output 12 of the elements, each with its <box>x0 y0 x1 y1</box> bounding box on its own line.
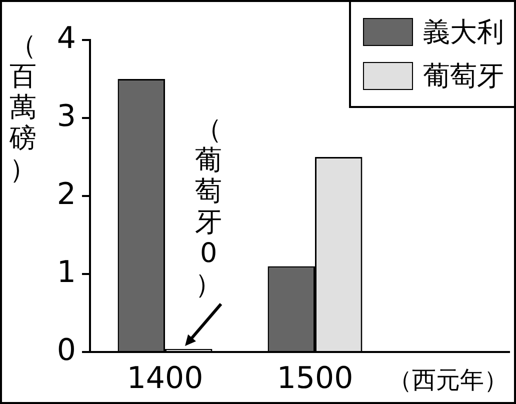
legend-label: 葡萄牙 <box>423 60 504 94</box>
x-tick-label: 1500 <box>276 360 354 396</box>
y-tick-label: 4 <box>56 20 76 56</box>
x-axis-title: （西元年） <box>388 365 508 396</box>
y-tick-label: 0 <box>56 332 76 368</box>
y-tick-label: 2 <box>56 176 76 212</box>
legend-label: 義大利 <box>423 16 504 50</box>
y-axis-title: （百萬磅） <box>8 30 38 185</box>
y-tick-label: 3 <box>56 98 76 134</box>
y-tick-label: 1 <box>56 254 76 290</box>
annotation: （葡萄牙0） <box>194 114 224 300</box>
x-tick-label: 1400 <box>126 360 204 396</box>
